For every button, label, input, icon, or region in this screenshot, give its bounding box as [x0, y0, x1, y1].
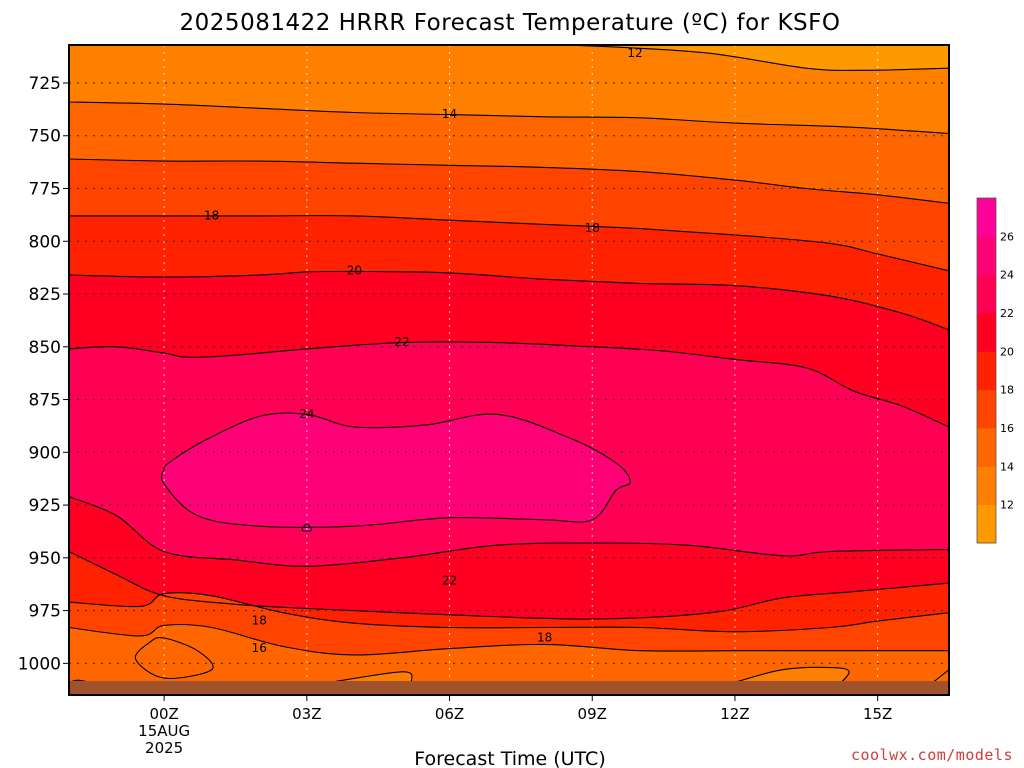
contour-label: 18	[204, 208, 219, 222]
colorbar-tick-label: 14	[1000, 460, 1014, 473]
isotherm-24	[160, 412, 631, 528]
band-14-16-lower	[69, 624, 949, 695]
y-tick-label: 850	[29, 338, 61, 358]
isotherm-22	[69, 341, 949, 428]
isotherm-12	[69, 45, 949, 71]
x-tick-label: 03Z	[292, 705, 321, 723]
colorbar-band-14	[977, 428, 996, 467]
x-tick-label: 12Z	[720, 705, 749, 723]
contour-label: 14	[442, 107, 457, 121]
y-tick-label: 725	[29, 74, 61, 94]
x-tick-label: 00Z	[149, 705, 178, 723]
isotherm-20	[69, 270, 949, 331]
colorbar-frame	[976, 197, 997, 544]
y-tick-label: 925	[29, 496, 61, 516]
y-tick-label: 875	[29, 391, 61, 411]
y-tick-label: 775	[29, 180, 61, 200]
colorbar-tick-label: 18	[1000, 384, 1014, 397]
colorbar-band-16	[977, 389, 996, 429]
isotherm-14	[734, 666, 850, 690]
y-tick-label: 825	[29, 285, 61, 305]
colorbar: 12 14 16 18 20 22 24 26	[976, 197, 1014, 544]
colorbar-band-26	[977, 198, 996, 237]
colorbar-tick-label: 20	[1000, 345, 1014, 358]
colorbar-band-10	[977, 504, 996, 544]
temperature-fill	[69, 45, 949, 695]
gridlines	[69, 45, 949, 695]
x-tick-date: 15AUG	[138, 722, 190, 740]
chart-title: 2025081422 HRRR Forecast Temperature (ºC…	[180, 10, 841, 36]
isotherm-24	[301, 523, 313, 532]
band-16-18	[69, 159, 949, 271]
ground-strip	[69, 681, 949, 695]
contour-label: 16	[252, 641, 267, 655]
y-axis: 725 750 775 800 825 850 875 900 925 950 975 1000	[18, 74, 69, 674]
x-tick-label: 09Z	[578, 705, 607, 723]
y-tick-label: 900	[29, 443, 61, 463]
band-18-20	[69, 215, 949, 330]
plot-frame	[68, 44, 950, 696]
isotherm-20	[69, 551, 949, 620]
isotherm-22	[69, 496, 949, 567]
y-tick-label: 950	[29, 549, 61, 569]
x-axis-label: Forecast Time (UTC)	[414, 748, 605, 768]
band-14-16	[69, 102, 949, 204]
colorbar-band-18	[977, 351, 996, 391]
contour-label: 20	[347, 263, 362, 277]
contour-label: 24	[299, 407, 314, 421]
colorbar-tick-label: 16	[1000, 422, 1014, 435]
credit-link[interactable]: coolwx.com/models	[851, 746, 1013, 764]
band-16-18-lower	[69, 592, 949, 655]
contour-label: 18	[585, 221, 600, 235]
contour-label: 18	[252, 614, 267, 628]
y-tick-label: 975	[29, 602, 61, 622]
contour-label: 22	[442, 574, 457, 588]
contour-label: 12	[627, 46, 642, 60]
colorbar-band-24	[977, 236, 996, 276]
band-18-20-lower	[69, 551, 949, 632]
isotherm-18	[69, 592, 949, 633]
x-tick-label: 15Z	[863, 705, 892, 723]
y-tick-label: 1000	[18, 654, 61, 674]
y-tick-label: 750	[29, 127, 61, 147]
band-10-12	[69, 45, 949, 71]
colorbar-tick-label: 22	[1000, 307, 1014, 320]
colorbar-tick-label: 24	[1000, 269, 1014, 282]
colorbar-band-22	[977, 274, 996, 314]
colorbar-band-20	[977, 313, 996, 352]
x-tick-label: 06Z	[435, 705, 464, 723]
band-pocket-14-16	[135, 637, 214, 679]
isotherm-14	[69, 101, 949, 135]
band-20-22	[69, 271, 949, 427]
ground-fill	[69, 681, 949, 695]
isotherm-18	[69, 215, 949, 272]
contour-label: 22	[394, 335, 409, 349]
isotherm-lines	[69, 45, 949, 690]
contour-labels: 12 14 18 18 20 22 24 22 18 18 16	[204, 46, 643, 655]
isotherm-16	[69, 623, 949, 656]
isotherm-16	[134, 637, 214, 679]
y-tick-label: 800	[29, 232, 61, 252]
contour-label: 18	[537, 631, 552, 645]
band-24-26	[161, 412, 631, 528]
colorbar-tick-label: 26	[1000, 230, 1014, 243]
isotherm-16	[69, 158, 949, 204]
x-tick-year: 2025	[145, 739, 183, 757]
colorbar-band-12	[977, 466, 996, 506]
colorbar-tick-label: 12	[1000, 499, 1014, 512]
